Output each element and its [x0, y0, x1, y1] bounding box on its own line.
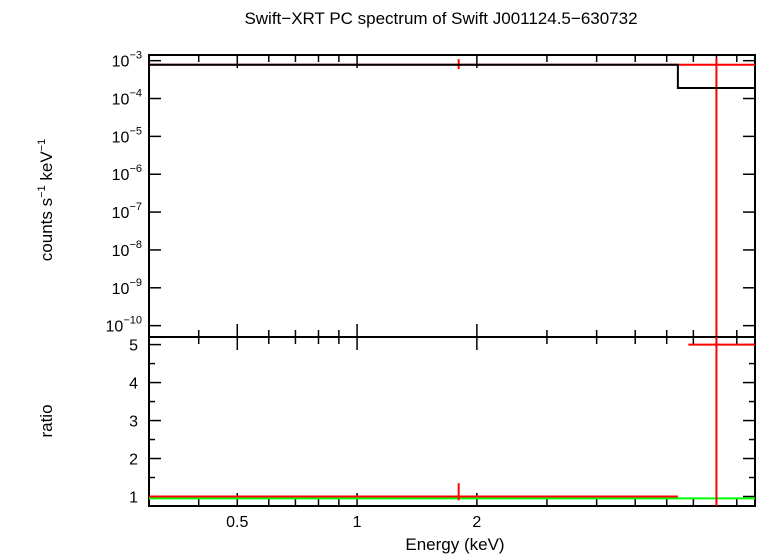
spectrum-y-tick-label: 10−10 [106, 315, 142, 336]
x-tick-label: 2 [472, 514, 481, 531]
ratio-y-tick-label: 5 [129, 338, 138, 355]
spectrum-y-ticks: 10−3 10−4 10−5 10−6 10−7 10−8 10−9 10−10 [106, 50, 755, 336]
spectrum-series [149, 57, 755, 337]
x-axis-label: Energy (keV) [405, 535, 504, 554]
spectrum-y-tick-label: 10−5 [112, 125, 142, 146]
model-step-line [149, 63, 755, 89]
ratio-y-tick-label: 2 [129, 452, 138, 469]
spectrum-y-tick-label: 10−9 [112, 277, 142, 298]
ratio-y-tick-label: 4 [129, 376, 138, 393]
x-tick-label: 1 [353, 514, 362, 531]
spectrum-y-tick-label: 10−6 [112, 163, 142, 184]
ratio-y-tick-label: 3 [129, 414, 138, 431]
ratio-x-ticks: 0.5 1 2 [148, 337, 738, 531]
spectrum-y-tick-label: 10−3 [112, 50, 142, 71]
ratio-y-ticks: 1 2 3 4 5 [129, 338, 755, 507]
spectrum-y-tick-label: 10−4 [112, 88, 142, 109]
ratio-series [149, 337, 755, 506]
spectrum-y-tick-label: 10−8 [112, 239, 142, 260]
spectrum-panel-frame [148, 54, 756, 338]
spectrum-y-tick-label: 10−7 [112, 201, 142, 222]
ratio-y-axis-label: ratio [37, 404, 56, 437]
ratio-panel-frame [148, 336, 756, 507]
spectrum-y-axis-label: counts s−1 keV−1 [36, 139, 56, 261]
ratio-y-tick-label: 1 [129, 490, 138, 507]
x-tick-label: 0.5 [226, 514, 248, 531]
chart-title: Swift−XRT PC spectrum of Swift J001124.5… [244, 9, 637, 28]
spectrum-x-ticks [148, 55, 738, 337]
